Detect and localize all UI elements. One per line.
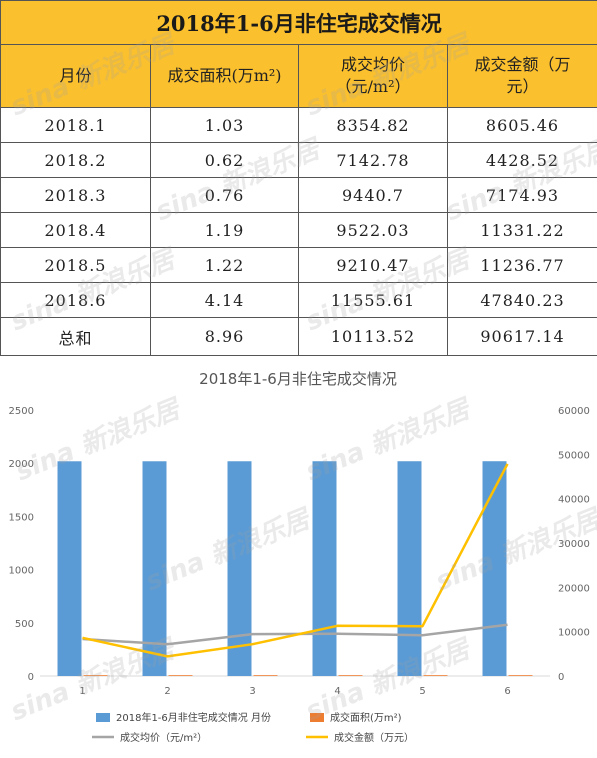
cell-price: 11555.61 xyxy=(298,282,448,318)
bar-area xyxy=(338,675,363,676)
bar-month xyxy=(397,461,422,676)
line-series xyxy=(82,463,509,658)
cell-price: 9210.47 xyxy=(298,247,448,283)
cell-price: 9440.7 xyxy=(298,177,448,213)
cell-amount: 47840.23 xyxy=(446,282,597,318)
cell-month: 2018.4 xyxy=(0,212,151,248)
table-row: 2018.1 1.03 8354.82 8605.46 xyxy=(0,107,597,143)
cell-amount: 90617.14 xyxy=(446,317,597,356)
bar-month xyxy=(312,461,337,676)
cell-area: 1.19 xyxy=(150,212,299,248)
header-area: 成交面积(万m²) xyxy=(150,44,299,108)
left-tick-label: 1000 xyxy=(9,566,34,577)
left-axis: 0 500 1000 1500 2000 2500 xyxy=(9,406,34,683)
cell-area: 0.62 xyxy=(150,142,299,178)
bar-area xyxy=(168,675,193,676)
cell-month: 2018.2 xyxy=(0,142,151,178)
header-month: 月份 xyxy=(0,44,151,108)
cell-price: 8354.82 xyxy=(298,107,448,143)
table-row-total: 总和 8.96 10113.52 90617.14 xyxy=(0,317,597,356)
bar-area xyxy=(83,675,108,676)
right-axis: 0 10000 20000 30000 40000 50000 60000 xyxy=(558,406,590,683)
table-title: 2018年1-6月非住宅成交情况 xyxy=(0,0,597,45)
table-row: 2018.4 1.19 9522.03 11331.22 xyxy=(0,212,597,248)
table-row: 2018.5 1.22 9210.47 11236.77 xyxy=(0,247,597,283)
bar-area xyxy=(508,675,533,676)
combo-chart: 2018年1-6月非住宅成交情况 0 500 1000 1500 2000 2500 0 1… xyxy=(9,370,590,744)
legend-swatch xyxy=(96,713,110,722)
left-tick-label: 0 xyxy=(28,672,34,683)
cell-price: 7142.78 xyxy=(298,142,448,178)
cell-price: 9522.03 xyxy=(298,212,448,248)
cell-month: 总和 xyxy=(0,317,151,356)
bar-area xyxy=(253,675,278,676)
table-row: 2018.6 4.14 11555.61 47840.23 xyxy=(0,282,597,318)
cell-amount: 11331.22 xyxy=(446,212,597,248)
left-tick-label: 2500 xyxy=(9,406,34,417)
bar-month xyxy=(482,461,507,676)
x-tick-label: 2 xyxy=(164,686,170,697)
legend-label: 成交面积(万m²) xyxy=(330,711,402,724)
legend: 2018年1-6月非住宅成交情况 月份 成交面积(万m²) 成交均价（元/m²） 成交… xyxy=(92,711,414,744)
right-tick-label: 20000 xyxy=(558,583,590,594)
cell-area: 1.22 xyxy=(150,247,299,283)
legend-label: 成交金额（万元） xyxy=(334,731,414,744)
right-tick-label: 30000 xyxy=(558,539,590,550)
legend-label: 2018年1-6月非住宅成交情况 月份 xyxy=(116,711,271,724)
line-amount xyxy=(82,463,509,658)
cell-area: 1.03 xyxy=(150,107,299,143)
right-tick-label: 50000 xyxy=(558,450,590,461)
x-tick-label: 5 xyxy=(419,686,425,697)
bar-series xyxy=(57,461,533,676)
bar-month xyxy=(57,461,82,676)
cell-month: 2018.5 xyxy=(0,247,151,283)
right-tick-label: 60000 xyxy=(558,406,590,417)
cell-area: 4.14 xyxy=(150,282,299,318)
left-tick-label: 2000 xyxy=(9,459,34,470)
left-tick-label: 1500 xyxy=(9,512,34,523)
cell-amount: 8605.46 xyxy=(446,107,597,143)
cell-area: 0.76 xyxy=(150,177,299,213)
right-tick-label: 10000 xyxy=(558,628,590,639)
right-tick-label: 0 xyxy=(558,672,564,683)
bar-month xyxy=(227,461,252,676)
chart-title: 2018年1-6月非住宅成交情况 xyxy=(199,370,397,388)
table-row: 2018.3 0.76 9440.7 7174.93 xyxy=(0,177,597,213)
cell-month: 2018.6 xyxy=(0,282,151,318)
header-price: 成交均价（元/m²） xyxy=(298,44,448,108)
x-axis: 1 2 3 4 5 6 xyxy=(79,686,510,697)
cell-month: 2018.3 xyxy=(0,177,151,213)
cell-area: 8.96 xyxy=(150,317,299,356)
cell-month: 2018.1 xyxy=(0,107,151,143)
legend-swatch xyxy=(310,713,324,722)
x-tick-label: 3 xyxy=(249,686,255,697)
header-amount: 成交金额（万元） xyxy=(446,44,597,108)
table-row: 2018.2 0.62 7142.78 4428.52 xyxy=(0,142,597,178)
cell-price: 10113.52 xyxy=(298,317,448,356)
cell-amount: 4428.52 xyxy=(446,142,597,178)
x-tick-label: 4 xyxy=(334,686,340,697)
bar-month xyxy=(142,461,167,676)
bar-area xyxy=(423,675,448,676)
cell-amount: 7174.93 xyxy=(446,177,597,213)
x-tick-label: 6 xyxy=(504,686,510,697)
legend-label: 成交均价（元/m²） xyxy=(120,731,207,744)
left-tick-label: 500 xyxy=(15,619,34,630)
data-table: 2018年1-6月非住宅成交情况 月份 成交面积(万m²) 成交均价（元/m²）… xyxy=(0,0,597,356)
x-tick-label: 1 xyxy=(79,686,85,697)
cell-amount: 11236.77 xyxy=(446,247,597,283)
right-tick-label: 40000 xyxy=(558,495,590,506)
